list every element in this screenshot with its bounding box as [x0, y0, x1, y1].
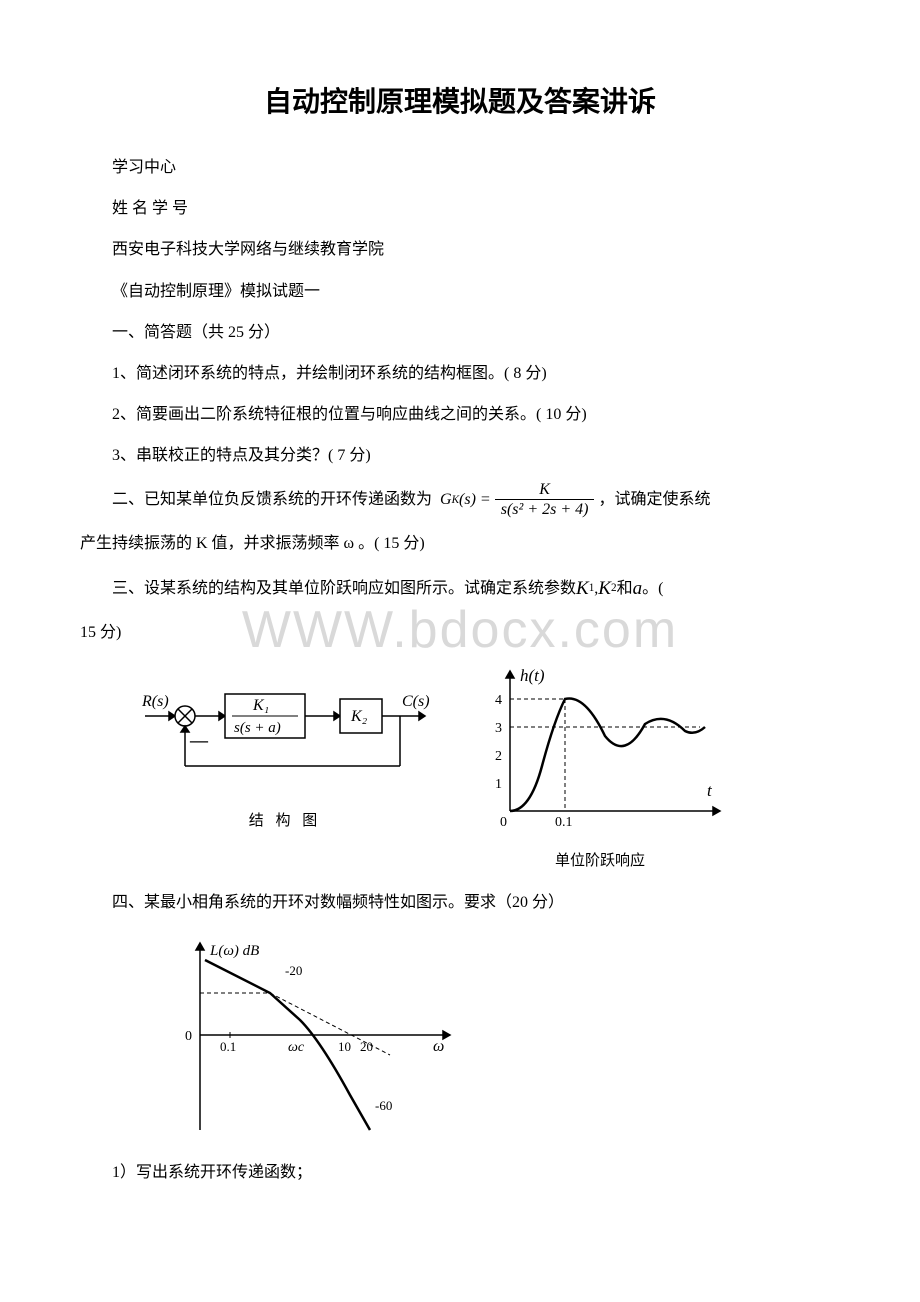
sr-ytick-4: 4	[495, 693, 502, 708]
bode-xtick-01: 0.1	[220, 1039, 236, 1054]
step-response-caption: 单位阶跃响应	[470, 849, 730, 870]
q2-posttext: ，试确定使系统	[598, 482, 710, 517]
param-and: 和	[617, 571, 633, 606]
bode-slope1: -20	[285, 963, 302, 978]
param-a: a	[633, 568, 643, 610]
text-q1-2: 2、简要画出二阶系统特征根的位置与响应曲线之间的关系。( 10 分)	[80, 397, 840, 432]
formula-fraction: K s(s² + 2s + 4)	[495, 480, 595, 521]
q3-pretext: 三、设某系统的结构及其单位阶跃响应如图所示。试确定系统参数	[80, 571, 576, 606]
text-q1-1: 1、简述闭环系统的特点，并绘制闭环系统的结构框图。( 8 分)	[80, 356, 840, 391]
sr-xtick: 0.1	[555, 815, 573, 830]
text-name-id: 姓 名 学 号	[80, 191, 840, 226]
page-title: 自动控制原理模拟题及答案讲诉	[80, 80, 840, 120]
sr-ytick-1: 1	[495, 777, 502, 792]
bode-zero: 0	[185, 1029, 192, 1044]
sr-ytick-3: 3	[495, 721, 502, 736]
param-k2: K	[598, 568, 611, 610]
formula-arg: (s) =	[459, 482, 491, 517]
bd-box2: K₂	[350, 708, 368, 725]
step-response-svg: 4 3 2 1 0 0.1 h(t) t	[470, 666, 730, 836]
q2-pretext: 二、已知某单位负反馈系统的开环传递函数为	[80, 482, 432, 517]
sr-xlabel: t	[707, 781, 713, 800]
question-3-line1: 三、设某系统的结构及其单位阶跃响应如图所示。试确定系统参数 K1 , K2 和 …	[80, 568, 840, 610]
formula-numerator: K	[495, 480, 595, 500]
document-content: 自动控制原理模拟题及答案讲诉 学习中心 姓 名 学 号 西安电子科技大学网络与继…	[80, 80, 840, 1190]
block-diagram-figure: R(s) C(s) — K₁ s(s + a) K₂ 结 构 图	[140, 666, 430, 830]
formula-g: G	[440, 482, 452, 517]
bd-box1-den: s(s + a)	[234, 720, 281, 736]
text-q1-3: 3、串联校正的特点及其分类？( 7 分)	[80, 438, 840, 473]
question-4: 四、某最小相角系统的开环对数幅频特性如图示。要求（20 分）	[80, 885, 840, 920]
bd-minus: —	[189, 730, 209, 750]
bd-box1-num: K₁	[252, 697, 269, 714]
text-learning-center: 学习中心	[80, 150, 840, 185]
bode-slope2: -60	[375, 1098, 392, 1113]
block-diagram-caption: 结 构 图	[140, 809, 430, 830]
param-k1: K	[576, 568, 589, 610]
bd-input-label: R(s)	[141, 693, 169, 710]
step-response-figure: 4 3 2 1 0 0.1 h(t) t 单位阶跃响应	[470, 666, 730, 870]
question-2-line2: 产生持续振荡的 K 值，并求振荡频率 ω 。( 15 分)	[80, 526, 840, 561]
formula-gk: GK(s) = K s(s² + 2s + 4)	[440, 480, 598, 521]
sr-ylabel: h(t)	[520, 666, 545, 685]
bode-figure: L(ω) dB ω 0 -20 -60 0.1 ωc 10 20	[170, 935, 840, 1140]
question-2-line1: 二、已知某单位负反馈系统的开环传递函数为 GK(s) = K s(s² + 2s…	[80, 480, 840, 521]
bode-xtick-20: 20	[360, 1039, 373, 1054]
question-3-line2: 15 分)	[80, 615, 840, 650]
text-school: 西安电子科技大学网络与继续教育学院	[80, 232, 840, 267]
bode-xtick-wc: ωc	[288, 1040, 305, 1055]
bode-ylabel: L(ω) dB	[209, 943, 259, 959]
text-exam-title: 《自动控制原理》模拟试题一	[80, 274, 840, 309]
q3-posttext: 。(	[642, 571, 663, 606]
figure-row-q3: R(s) C(s) — K₁ s(s + a) K₂ 结 构 图	[140, 666, 840, 870]
sr-ytick-2: 2	[495, 749, 502, 764]
bode-svg: L(ω) dB ω 0 -20 -60 0.1 ωc 10 20	[170, 935, 470, 1135]
formula-denominator: s(s² + 2s + 4)	[495, 500, 595, 521]
block-diagram-svg: R(s) C(s) — K₁ s(s + a) K₂	[140, 666, 430, 796]
formula-k-sub: K	[452, 488, 459, 513]
question-4-sub1: 1）写出系统开环传递函数；	[80, 1155, 840, 1190]
text-section1: 一、简答题（共 25 分）	[80, 315, 840, 350]
bd-output-label: C(s)	[402, 693, 430, 710]
bode-xtick-10: 10	[338, 1039, 351, 1054]
sr-origin: 0	[500, 815, 507, 830]
bode-xlabel: ω	[433, 1038, 444, 1055]
